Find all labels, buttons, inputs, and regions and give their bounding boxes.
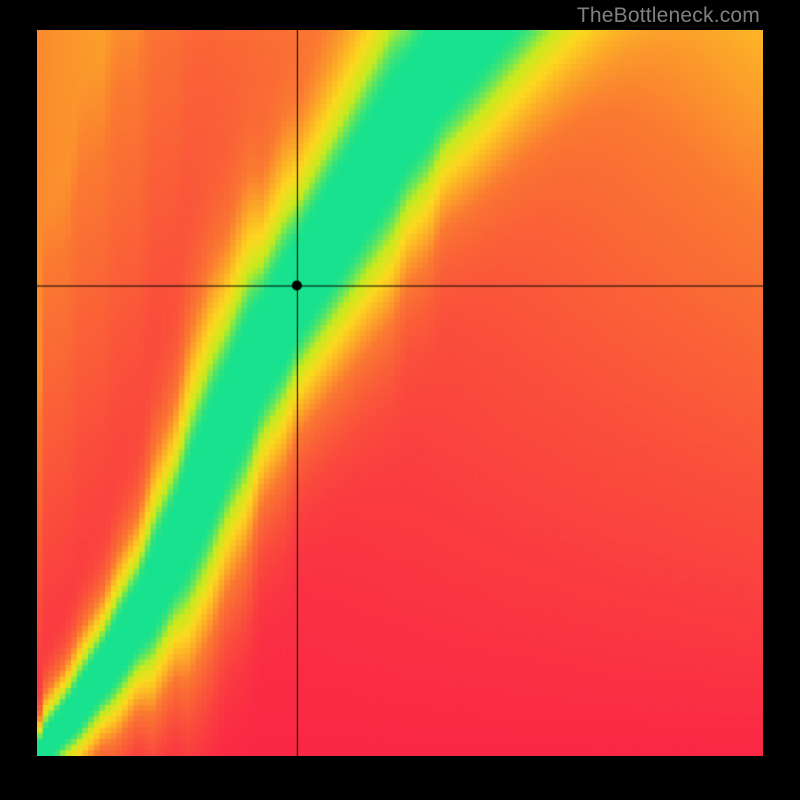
watermark-text: TheBottleneck.com (577, 4, 760, 28)
bottleneck-heatmap (37, 30, 763, 756)
